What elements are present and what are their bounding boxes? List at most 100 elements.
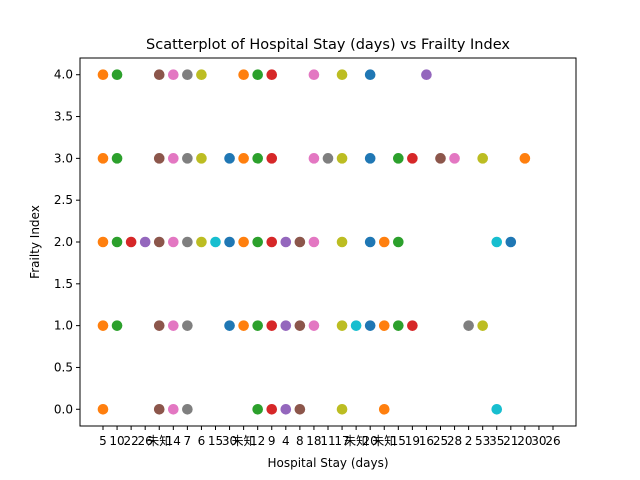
x-tick-label: 4 bbox=[282, 434, 290, 448]
x-tick-label: 8 bbox=[296, 434, 304, 448]
data-point bbox=[491, 403, 503, 415]
data-point bbox=[168, 403, 179, 415]
data-point bbox=[252, 320, 263, 331]
data-point bbox=[266, 236, 278, 248]
y-tick-label: 1.5 bbox=[54, 277, 73, 291]
data-point bbox=[294, 236, 306, 248]
y-tick-label: 0.5 bbox=[54, 360, 73, 374]
y-tick-label: 3.0 bbox=[54, 151, 73, 165]
x-tick-label: 16 bbox=[419, 434, 434, 448]
data-point bbox=[111, 320, 123, 331]
plot-points bbox=[97, 69, 531, 415]
x-tick-label: 9 bbox=[268, 434, 276, 448]
data-point bbox=[224, 236, 235, 248]
x-tick-label: 53 bbox=[475, 434, 490, 448]
data-point bbox=[168, 153, 179, 164]
data-point bbox=[308, 153, 320, 164]
data-point bbox=[336, 69, 348, 81]
data-point bbox=[111, 236, 123, 248]
data-point bbox=[224, 153, 235, 164]
data-point bbox=[308, 236, 320, 248]
x-tick-label: 7 bbox=[184, 434, 192, 448]
data-point bbox=[294, 403, 306, 415]
data-point bbox=[364, 236, 376, 248]
data-point bbox=[407, 320, 418, 331]
y-tick-label: 2.5 bbox=[54, 193, 73, 207]
x-tick-label: 12 bbox=[250, 434, 265, 448]
x-tick-label: 5 bbox=[99, 434, 107, 448]
data-point bbox=[364, 153, 376, 164]
x-tick-label: 28 bbox=[447, 434, 462, 448]
data-point bbox=[308, 69, 320, 81]
y-axis-label: Frailty Index bbox=[28, 205, 42, 279]
x-tick-label: 未知 bbox=[147, 434, 171, 448]
data-point bbox=[168, 236, 179, 248]
x-tick-label: 20 bbox=[363, 434, 378, 448]
x-tick-label: 17 bbox=[334, 434, 349, 448]
x-tick-label: 26 bbox=[138, 434, 153, 448]
data-point bbox=[182, 153, 193, 164]
x-axis-label: Hospital Stay (days) bbox=[267, 456, 388, 470]
y-tick-label: 1.0 bbox=[54, 319, 73, 333]
data-point bbox=[393, 153, 404, 164]
x-tick-label: 11 bbox=[320, 434, 335, 448]
x-tick-label: 25 bbox=[433, 434, 448, 448]
data-point bbox=[519, 153, 531, 164]
data-point bbox=[182, 69, 193, 81]
data-point bbox=[294, 320, 306, 331]
data-point bbox=[350, 320, 362, 331]
data-point bbox=[238, 320, 249, 331]
data-point bbox=[153, 236, 165, 248]
y-tick-label: 3.5 bbox=[54, 110, 73, 124]
x-tick-label: 35 bbox=[489, 434, 504, 448]
data-point bbox=[125, 236, 137, 248]
data-point bbox=[280, 320, 292, 331]
data-point bbox=[477, 153, 488, 164]
data-point bbox=[266, 320, 278, 331]
data-point bbox=[435, 153, 446, 164]
x-tick-label: 未知 bbox=[344, 434, 368, 448]
data-point bbox=[252, 69, 263, 81]
data-point bbox=[407, 153, 418, 164]
data-point bbox=[182, 320, 193, 331]
data-point bbox=[168, 69, 179, 81]
data-point bbox=[266, 153, 278, 164]
data-point bbox=[421, 69, 432, 81]
data-point bbox=[224, 320, 235, 331]
data-point bbox=[97, 236, 109, 248]
data-point bbox=[97, 403, 109, 415]
data-point bbox=[182, 236, 193, 248]
x-tick-label: 2 bbox=[465, 434, 473, 448]
data-point bbox=[182, 403, 193, 415]
data-point bbox=[336, 153, 348, 164]
x-tick-label: 20 bbox=[517, 434, 532, 448]
x-tick-label: 26 bbox=[545, 434, 560, 448]
x-tick-label: 10 bbox=[109, 434, 124, 448]
data-point bbox=[378, 403, 390, 415]
data-point bbox=[168, 320, 179, 331]
data-point bbox=[378, 236, 390, 248]
x-tick-label: 14 bbox=[166, 434, 181, 448]
data-point bbox=[111, 153, 123, 164]
x-tick-label: 21 bbox=[503, 434, 518, 448]
data-point bbox=[196, 153, 207, 164]
data-point bbox=[238, 153, 249, 164]
data-point bbox=[266, 69, 278, 81]
data-point bbox=[336, 320, 348, 331]
data-point bbox=[210, 236, 221, 248]
data-point bbox=[491, 236, 503, 248]
data-point bbox=[336, 403, 348, 415]
data-point bbox=[322, 153, 334, 164]
data-point bbox=[252, 236, 263, 248]
x-tick-label: 15 bbox=[208, 434, 223, 448]
y-tick-label: 4.0 bbox=[54, 68, 73, 82]
data-point bbox=[280, 236, 292, 248]
data-point bbox=[364, 69, 376, 81]
x-tick-label: 未知 bbox=[372, 434, 396, 448]
data-point bbox=[238, 236, 249, 248]
data-point bbox=[308, 320, 320, 331]
data-point bbox=[463, 320, 474, 331]
y-tick-label: 0.0 bbox=[54, 402, 73, 416]
